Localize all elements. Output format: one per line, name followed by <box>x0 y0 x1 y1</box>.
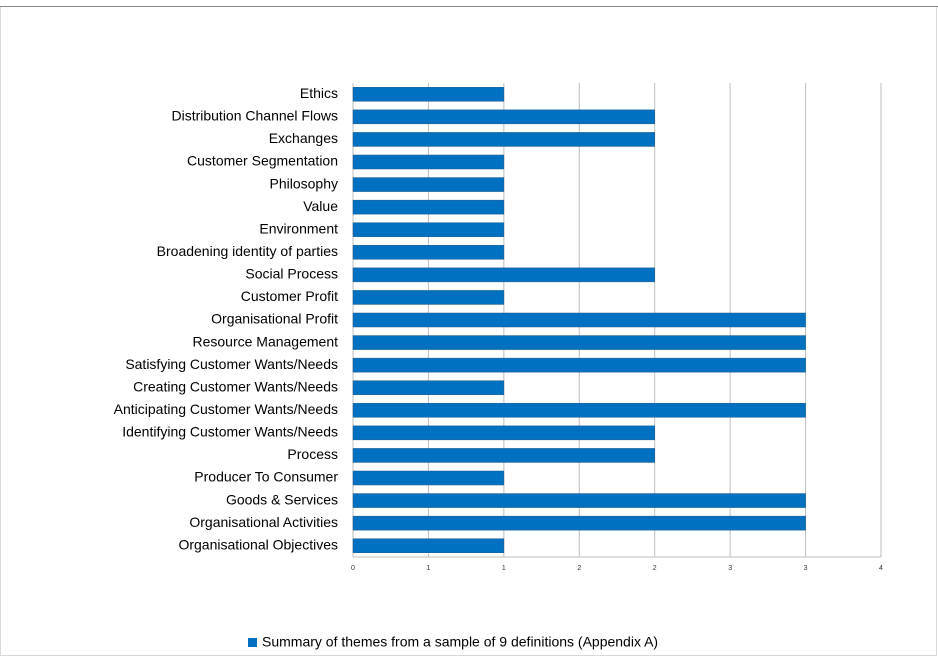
bar <box>352 538 505 553</box>
y-tick-label: Goods & Services <box>226 491 338 507</box>
bar <box>352 470 505 486</box>
legend-label: Summary of themes from a sample of 9 def… <box>262 634 658 650</box>
y-tick-label: Creating Customer Wants/Needs <box>133 378 338 394</box>
bar <box>352 222 505 237</box>
bar <box>352 335 806 350</box>
y-tick-label: Environment <box>259 220 338 236</box>
y-tick-label: Broadening identity of parties <box>157 243 338 259</box>
x-tick-label: 3 <box>728 565 732 572</box>
bar <box>352 290 505 305</box>
bar <box>352 267 655 283</box>
bar <box>352 515 806 531</box>
bar <box>352 312 806 328</box>
x-tick-label: 2 <box>653 565 657 572</box>
y-tick-label: Producer To Consumer <box>194 469 338 485</box>
x-tick-label: 3 <box>804 565 808 572</box>
x-tick-label: 0 <box>351 565 355 572</box>
bar <box>352 87 505 102</box>
bar <box>352 403 806 418</box>
y-tick-label: Social Process <box>245 266 338 282</box>
bar <box>352 132 655 147</box>
y-tick-label: Organisational Profit <box>211 311 338 327</box>
y-tick-label: Anticipating Customer Wants/Needs <box>114 401 338 417</box>
x-tick-label: 1 <box>426 565 430 572</box>
y-tick-label: Satisfying Customer Wants/Needs <box>125 356 338 372</box>
y-tick-label: Customer Segmentation <box>187 153 338 169</box>
bar <box>352 177 505 192</box>
y-tick-label: Value <box>303 198 338 214</box>
y-tick-label: Philosophy <box>270 175 339 191</box>
bar <box>352 199 505 215</box>
y-tick-label: Resource Management <box>192 333 338 349</box>
bar <box>352 448 655 463</box>
y-tick-label: Distribution Channel Flows <box>171 108 338 124</box>
bar <box>352 380 505 395</box>
bar <box>352 493 806 508</box>
frame <box>0 6 937 656</box>
y-tick-label: Identifying Customer Wants/Needs <box>122 424 338 440</box>
y-tick-label: Ethics <box>300 85 338 101</box>
y-tick-label: Process <box>287 446 338 462</box>
bar <box>352 425 655 441</box>
x-tick-label: 1 <box>502 565 506 572</box>
bar <box>352 109 655 125</box>
x-tick-label: 2 <box>577 565 581 572</box>
y-tick-label: Customer Profit <box>241 288 338 304</box>
x-tick-label: 4 <box>879 565 883 572</box>
y-tick-label: Organisational Objectives <box>178 536 338 552</box>
bar <box>352 154 505 170</box>
bar <box>352 357 806 373</box>
y-tick-label: Organisational Activities <box>189 514 338 530</box>
y-tick-label: Exchanges <box>269 130 338 146</box>
bar <box>352 245 505 260</box>
legend-swatch <box>248 638 257 647</box>
